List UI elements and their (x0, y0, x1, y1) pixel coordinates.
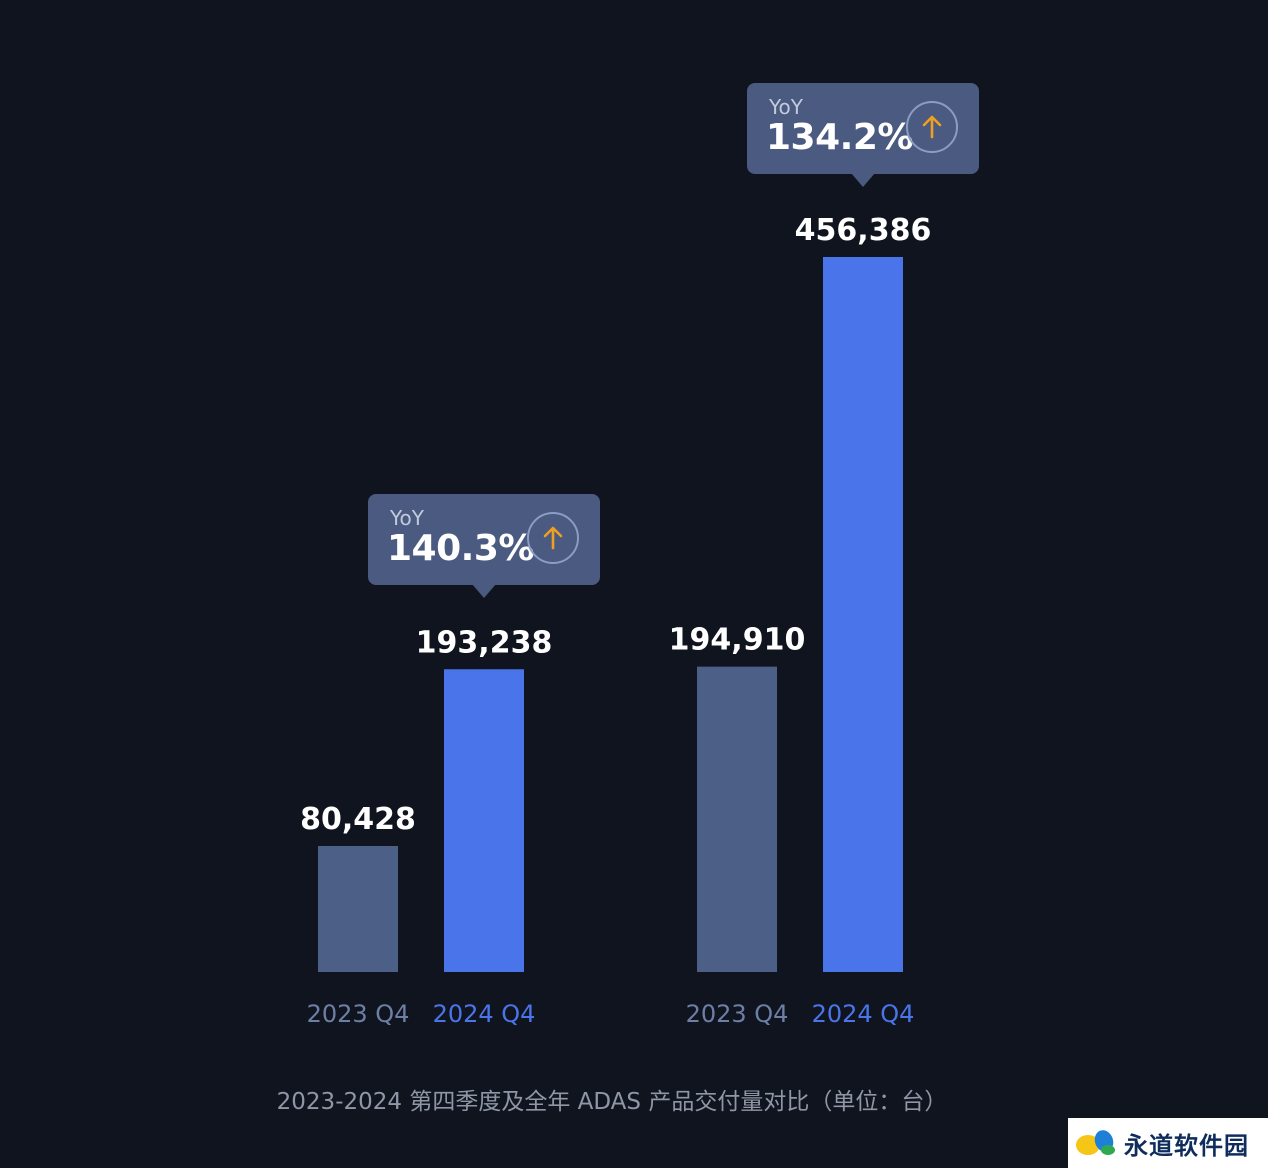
watermark: 永道软件园 (1068, 1118, 1268, 1168)
yoy-value: 134.2% (766, 117, 913, 158)
category-tick-label: 2023 Q4 (686, 1000, 789, 1028)
category-tick-label: 2024 Q4 (812, 1000, 915, 1028)
yoy-label: YoY (390, 506, 425, 530)
bar-2023-q4 (318, 845, 398, 972)
arrow-up-icon (906, 101, 958, 153)
bar-value-label: 193,238 (416, 625, 553, 660)
bar-value-label: 80,428 (300, 802, 416, 837)
chart-title: 2023-2024 第四季度及全年 ADAS 产品交付量对比（单位：台） (276, 1089, 948, 1115)
category-tick-label: 2023 Q4 (307, 1000, 410, 1028)
bar-2023-q4 (697, 666, 777, 972)
bar-value-label: 194,910 (669, 623, 806, 658)
category-tick-label: 2024 Q4 (433, 1000, 536, 1028)
watermark-text: 永道软件园 (1124, 1130, 1249, 1160)
yoy-callout-group-2: YoY 134.2% (747, 83, 979, 187)
bar-2024-q4 (823, 257, 903, 972)
yoy-label: YoY (769, 95, 804, 119)
bar-2024-q4 (444, 669, 524, 972)
leaf-logo-icon (1076, 1130, 1115, 1155)
yoy-callout-group-1: YoY 140.3% (368, 494, 600, 598)
arrow-up-icon (527, 512, 579, 564)
bar-value-label: 456,386 (795, 213, 932, 248)
yoy-value: 140.3% (387, 528, 534, 569)
